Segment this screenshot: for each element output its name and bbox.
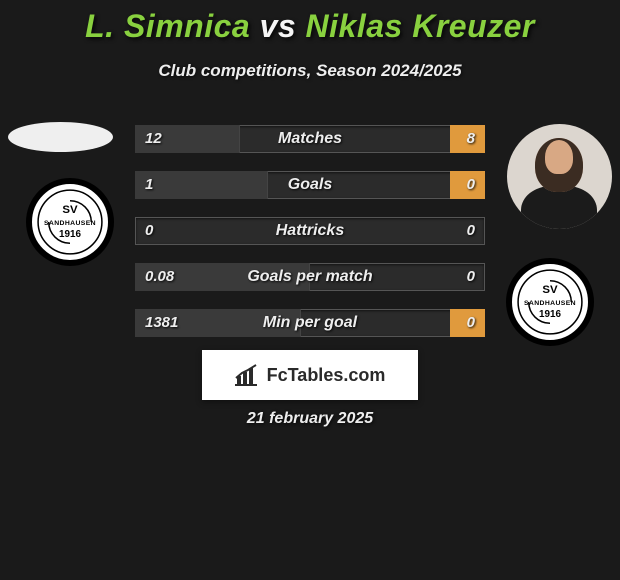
- player2-avatar: [507, 124, 612, 229]
- value-left: 1: [145, 171, 153, 199]
- svg-text:1916: 1916: [59, 229, 81, 240]
- club-badge-icon: SV SANDHAUSEN 1916: [32, 184, 108, 260]
- value-right: 0: [467, 309, 475, 337]
- value-right: 0: [467, 263, 475, 291]
- value-left: 0.08: [145, 263, 174, 291]
- player1-club-logo: SV SANDHAUSEN 1916: [26, 178, 114, 266]
- subtitle: Club competitions, Season 2024/2025: [0, 61, 620, 81]
- value-right: 0: [467, 217, 475, 245]
- svg-text:SV: SV: [62, 204, 78, 216]
- svg-text:1916: 1916: [539, 309, 561, 320]
- title-vs: vs: [260, 8, 297, 44]
- chart-icon: [235, 364, 261, 386]
- stat-row: 0.080Goals per match: [135, 263, 485, 291]
- club-badge-icon: SV SANDHAUSEN 1916: [512, 264, 588, 340]
- player1-avatar: [8, 122, 113, 152]
- value-left: 1381: [145, 309, 178, 337]
- player2-club-logo: SV SANDHAUSEN 1916: [506, 258, 594, 346]
- svg-text:SANDHAUSEN: SANDHAUSEN: [524, 300, 576, 307]
- stats-rows: 128Matches10Goals00Hattricks0.080Goals p…: [135, 125, 485, 355]
- value-left: 12: [145, 125, 162, 153]
- stat-row: 00Hattricks: [135, 217, 485, 245]
- stat-row: 128Matches: [135, 125, 485, 153]
- svg-text:SANDHAUSEN: SANDHAUSEN: [44, 220, 96, 227]
- page-title: L. Simnica vs Niklas Kreuzer: [0, 8, 620, 45]
- bar-left: [135, 171, 268, 199]
- value-right: 0: [467, 171, 475, 199]
- title-player1: L. Simnica: [85, 8, 250, 44]
- brand-box: FcTables.com: [202, 350, 418, 400]
- stat-row: 13810Min per goal: [135, 309, 485, 337]
- svg-text:SV: SV: [542, 284, 558, 296]
- title-player2: Niklas Kreuzer: [306, 8, 535, 44]
- value-right: 8: [467, 125, 475, 153]
- brand-text: FcTables.com: [267, 365, 386, 386]
- stat-row: 10Goals: [135, 171, 485, 199]
- row-bg: [135, 217, 485, 245]
- infographic-root: L. Simnica vs Niklas Kreuzer Club compet…: [0, 0, 620, 440]
- value-left: 0: [145, 217, 153, 245]
- date-text: 21 february 2025: [0, 410, 620, 428]
